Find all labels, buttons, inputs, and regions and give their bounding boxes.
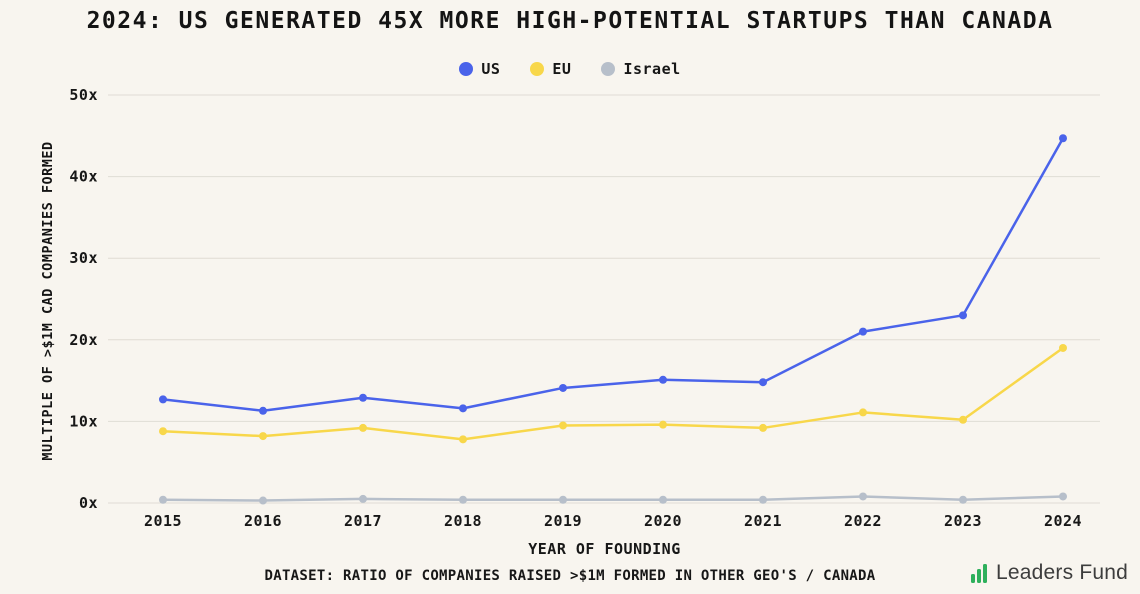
legend-item-us: US bbox=[459, 60, 500, 78]
y-tick-label: 50x bbox=[69, 86, 98, 104]
data-point-eu bbox=[959, 415, 967, 424]
bar-chart-icon bbox=[971, 564, 987, 583]
data-point-us bbox=[259, 406, 267, 415]
line-chart: 0x 10x 20x 30x 40x 50x 2015 2016 2017 2018 2019 202… bbox=[69, 86, 1100, 530]
data-point-us bbox=[359, 393, 367, 402]
data-point-eu bbox=[159, 427, 167, 436]
data-point-israel bbox=[959, 495, 967, 504]
x-tick-label: 2017 bbox=[344, 512, 382, 530]
x-tick-label: 2019 bbox=[544, 512, 582, 530]
data-point-israel bbox=[559, 495, 567, 504]
y-tick-label: 0x bbox=[79, 494, 98, 512]
data-point-us bbox=[559, 383, 567, 392]
y-tick-label: 40x bbox=[69, 168, 98, 186]
legend-item-israel: Israel bbox=[601, 60, 680, 78]
data-point-israel bbox=[259, 496, 267, 505]
series-line-us bbox=[161, 136, 1065, 413]
dataset-note: DATASET: RATIO OF COMPANIES RAISED >$1M … bbox=[264, 568, 876, 584]
data-point-eu bbox=[1059, 343, 1067, 352]
data-point-eu bbox=[659, 420, 667, 429]
x-axis-label: YEAR OF FOUNDING bbox=[528, 540, 681, 558]
legend-dot bbox=[459, 62, 474, 76]
x-tick-label: 2022 bbox=[844, 512, 882, 530]
data-point-israel bbox=[859, 492, 867, 501]
data-point-eu bbox=[759, 423, 767, 432]
data-point-us bbox=[459, 404, 467, 413]
x-tick-label: 2016 bbox=[244, 512, 282, 530]
legend-dot bbox=[601, 62, 616, 76]
legend-label: Israel bbox=[623, 60, 681, 78]
chart-title: 2024: US GENERATED 45X MORE HIGH-POTENTI… bbox=[86, 8, 1054, 34]
legend-label: US bbox=[481, 60, 501, 78]
data-point-us bbox=[859, 327, 867, 336]
data-point-us bbox=[659, 375, 667, 384]
x-tick-label: 2018 bbox=[444, 512, 482, 530]
legend-item-eu: EU bbox=[530, 60, 571, 78]
data-point-israel bbox=[459, 495, 467, 504]
data-point-israel bbox=[1059, 492, 1067, 501]
data-point-us bbox=[159, 395, 167, 404]
x-tick-label: 2020 bbox=[644, 512, 682, 530]
x-tick-label: 2024 bbox=[1044, 512, 1082, 530]
series-line-israel bbox=[161, 495, 1065, 502]
data-point-israel bbox=[359, 494, 367, 503]
legend-label: EU bbox=[552, 60, 572, 78]
y-tick-label: 30x bbox=[69, 249, 98, 267]
leaders-fund-logo: Leaders Fund bbox=[962, 561, 1128, 585]
data-point-eu bbox=[259, 432, 267, 441]
x-tick-label: 2015 bbox=[144, 512, 182, 530]
data-point-eu bbox=[359, 423, 367, 432]
series-line-eu bbox=[161, 346, 1065, 441]
data-point-israel bbox=[759, 495, 767, 504]
data-point-us bbox=[1059, 134, 1067, 143]
legend-dot bbox=[530, 62, 545, 76]
y-tick-label: 10x bbox=[69, 412, 98, 430]
data-point-us bbox=[959, 311, 967, 320]
data-point-israel bbox=[659, 495, 667, 504]
data-point-israel bbox=[159, 495, 167, 504]
x-tick-label: 2021 bbox=[744, 512, 782, 530]
data-point-us bbox=[759, 378, 767, 387]
data-point-eu bbox=[459, 435, 467, 444]
data-point-eu bbox=[859, 408, 867, 417]
data-point-eu bbox=[559, 421, 567, 430]
chart-legend: US EU Israel bbox=[0, 60, 1140, 78]
logo-text: Leaders Fund bbox=[996, 561, 1128, 584]
x-tick-label: 2023 bbox=[944, 512, 982, 530]
y-tick-label: 20x bbox=[69, 331, 98, 349]
